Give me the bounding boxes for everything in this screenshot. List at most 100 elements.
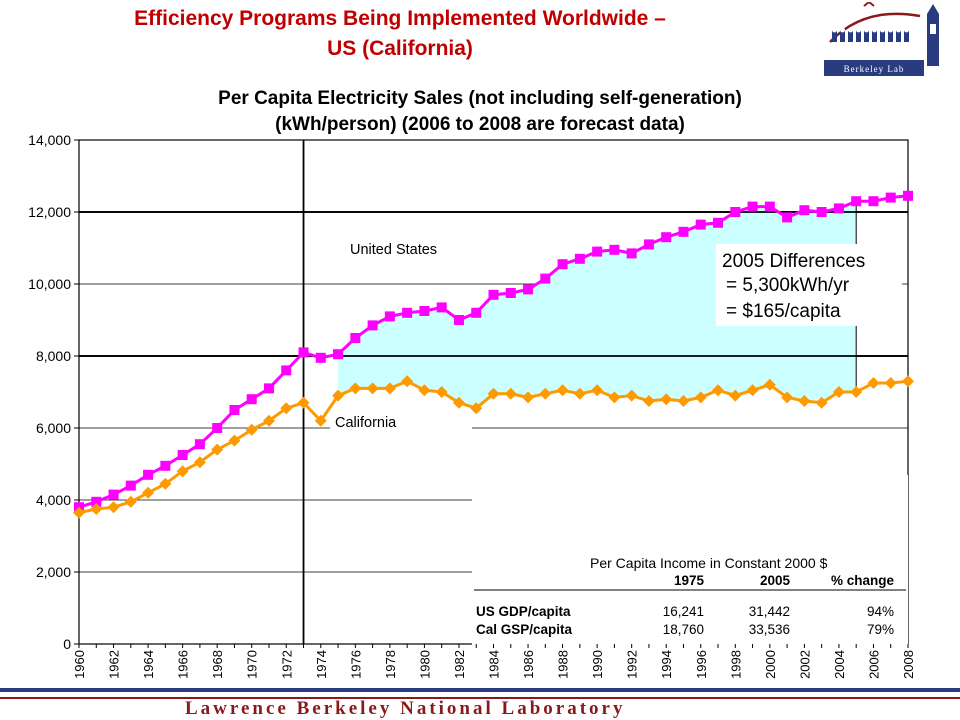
x-tick-label: 1998 (728, 650, 743, 679)
income-header-change: % change (831, 573, 895, 588)
x-tick-label: 1994 (659, 650, 674, 679)
x-tick-label: 1996 (694, 650, 709, 679)
data-point-square (402, 307, 413, 318)
data-point-diamond (746, 384, 759, 397)
data-point-diamond (193, 456, 206, 469)
x-tick-label: 1972 (279, 650, 294, 679)
footer-line (0, 697, 960, 699)
x-tick-label: 1966 (176, 650, 191, 679)
data-point-square (298, 347, 309, 358)
income-row-value: 79% (867, 622, 894, 637)
x-tick-label: 1960 (72, 650, 87, 679)
chart-subtitle: (kWh/person) (2006 to 2008 are forecast … (275, 114, 685, 135)
data-point-diamond (280, 402, 293, 415)
data-point-square (160, 460, 171, 471)
data-point-diamond (763, 378, 776, 391)
data-point-diamond (504, 387, 517, 400)
data-point-square (212, 423, 223, 433)
data-point-square (453, 315, 464, 325)
x-tick-label: 1980 (417, 650, 432, 679)
data-point-diamond (850, 386, 863, 398)
data-point-square (263, 383, 274, 394)
data-point-diamond (176, 465, 189, 478)
footer-text: Lawrence Berkeley National Laboratory (185, 698, 626, 719)
data-point-square (488, 289, 499, 300)
differences-line1: 2005 Differences (722, 251, 865, 272)
x-tick-label: 1978 (383, 650, 398, 679)
data-point-square (436, 302, 447, 313)
data-point-square (903, 190, 913, 201)
berkeley-lab-logo: Berkeley Lab (824, 0, 954, 82)
data-point-diamond (314, 414, 327, 427)
x-tick-label: 2002 (797, 650, 812, 679)
data-point-diamond (815, 396, 828, 409)
x-tick-label: 1990 (590, 650, 605, 679)
data-point-square (505, 288, 516, 298)
data-point-square (695, 219, 706, 230)
data-point-square (367, 320, 378, 331)
data-point-square (419, 306, 430, 316)
data-point-diamond (435, 386, 448, 398)
data-point-diamond (211, 443, 224, 456)
data-point-square (833, 203, 844, 214)
data-point-diamond (228, 434, 241, 447)
data-point-diamond (591, 384, 604, 397)
data-point-square (143, 469, 154, 480)
data-point-square (730, 207, 741, 217)
data-point-square (678, 226, 689, 237)
x-tick-label: 2000 (763, 650, 778, 679)
data-point-diamond (470, 402, 483, 415)
data-point-diamond (677, 395, 690, 407)
data-point-diamond (107, 501, 120, 514)
data-point-square (557, 259, 568, 270)
x-tick-label: 1964 (141, 650, 156, 679)
data-point-diamond (332, 389, 345, 402)
differences-box-bg (716, 244, 902, 326)
data-point-square (626, 248, 637, 259)
slide-title-line2: US (California) (327, 37, 473, 60)
data-point-diamond (625, 389, 638, 402)
data-point-diamond (142, 486, 155, 499)
data-point-diamond (798, 395, 811, 407)
x-tick-label: 1986 (521, 650, 536, 679)
data-point-diamond (694, 391, 707, 404)
data-point-diamond (262, 414, 275, 427)
footer-bar (0, 688, 960, 692)
data-point-square (229, 405, 240, 415)
data-point-diamond (245, 423, 258, 436)
y-tick-label: 12,000 (28, 204, 71, 220)
data-point-square (574, 253, 585, 264)
income-table-bg (472, 475, 908, 645)
x-tick-label: 2004 (832, 650, 847, 679)
x-tick-label: 1968 (210, 650, 225, 679)
data-point-square (799, 205, 810, 216)
data-point-square (281, 365, 292, 376)
data-point-diamond (781, 391, 794, 404)
y-tick-label: 6,000 (36, 420, 71, 436)
income-row-value: 94% (867, 604, 894, 619)
data-point-diamond (573, 387, 586, 400)
income-row-value: 31,442 (749, 604, 790, 619)
data-point-square (885, 192, 896, 203)
data-point-diamond (487, 387, 500, 400)
data-point-diamond (297, 396, 310, 409)
data-point-square (384, 311, 395, 322)
slide-title-line1: Efficiency Programs Being Implemented Wo… (134, 7, 666, 30)
data-point-square (108, 489, 119, 500)
income-row-value: 18,760 (663, 622, 704, 637)
data-point-square (747, 201, 758, 212)
x-tick-label: 1962 (107, 650, 122, 679)
y-tick-label: 0 (63, 636, 71, 652)
logo-text: Berkeley Lab (844, 64, 905, 74)
data-point-diamond (90, 503, 103, 515)
data-point-diamond (418, 384, 431, 397)
data-point-square (816, 207, 827, 217)
series-label-us: United States (350, 242, 437, 258)
y-tick-label: 8,000 (36, 348, 71, 364)
differences-line3: = $165/capita (726, 301, 841, 322)
income-row-label: Cal GSP/capita (476, 622, 573, 637)
data-point-diamond (902, 375, 914, 388)
income-row-value: 16,241 (663, 604, 704, 619)
y-tick-label: 2,000 (36, 564, 71, 580)
data-point-diamond (452, 396, 465, 409)
